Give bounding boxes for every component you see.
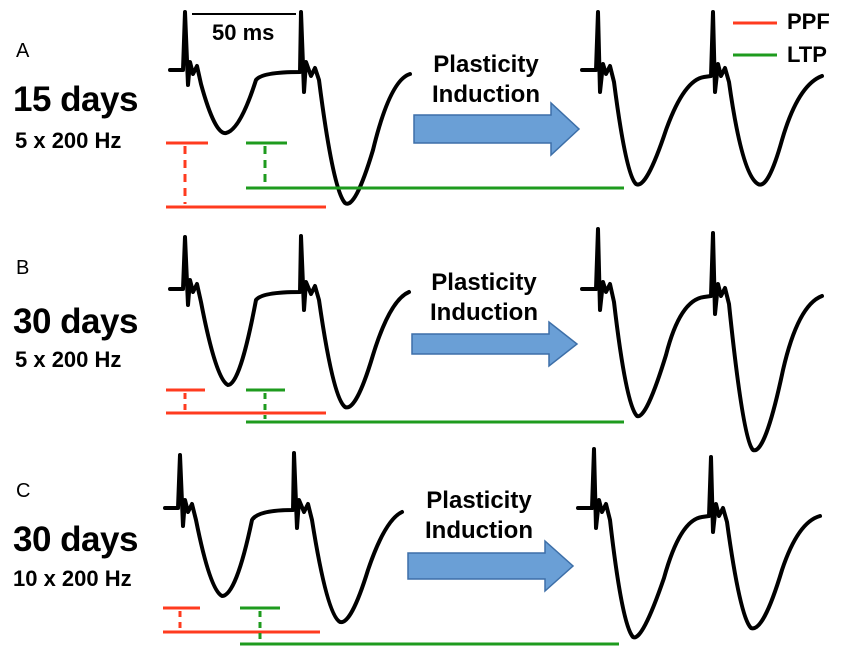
panel-a-age: 15 days [13,80,138,119]
panel-a-letter: A [16,40,30,62]
panel-c-arrow-line1: Plasticity [426,487,532,514]
panel-c-arrow-label: Plasticity Induction [405,486,553,546]
panel-c-letter: C [16,480,31,502]
panel-c-stim: 10 x 200 Hz [13,566,132,591]
panel-b-arrow [411,320,579,368]
scale-bar-label: 50 ms [212,20,275,45]
panel-a-stim: 5 x 200 Hz [15,128,122,153]
panel-a-arrow-line1: Plasticity [433,51,539,78]
panel-b-arrow-line1: Plasticity [431,269,537,296]
panel-a-baseline-trace [168,10,412,206]
panel-c-arrow-line2: Induction [425,517,533,544]
panel-b-letter: B [16,257,30,279]
panel-b-arrow-label: Plasticity Induction [410,268,558,328]
legend-ppf-label: PPF [787,9,830,34]
panel-c-age: 30 days [13,520,138,559]
panel-a [166,10,824,209]
panel-c-arrow [407,539,575,593]
panel-b-arrow-line2: Induction [430,299,538,326]
panel-b-post-trace [580,227,824,453]
panel-c-baseline-trace [163,451,404,625]
panel-b-age: 30 days [13,302,138,341]
panel-c [163,447,822,646]
panel-a-arrow [413,101,581,157]
panel-a-post-trace [580,10,824,187]
panel-a-arrow-line2: Induction [432,81,540,108]
panel-c-post-trace [576,447,822,640]
panel-b-stim: 5 x 200 Hz [15,347,122,372]
panel-b [166,227,824,453]
panel-a-arrow-label: Plasticity Induction [412,50,560,110]
panel-b-baseline-trace [168,234,411,410]
legend-ltp-label: LTP [787,42,827,67]
